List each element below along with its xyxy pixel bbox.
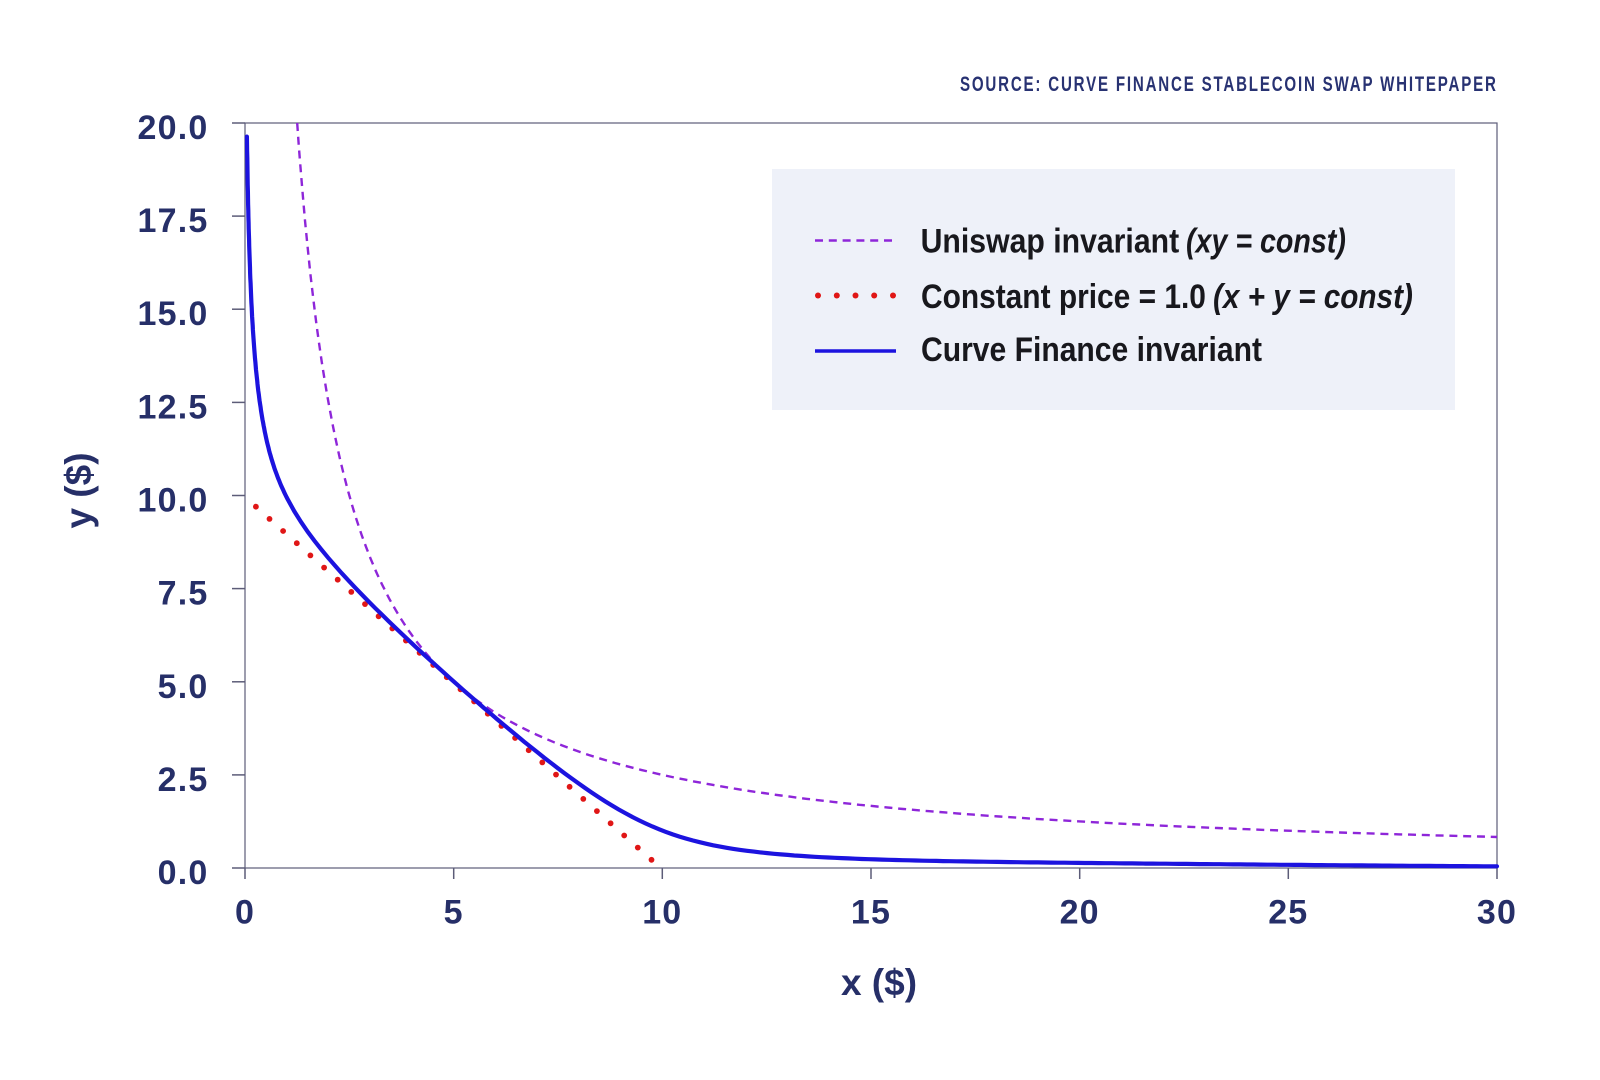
svg-text:(xy = const): (xy = const) [1186, 221, 1346, 260]
svg-text:5: 5 [444, 894, 464, 932]
svg-text:0: 0 [235, 894, 255, 932]
svg-text:0.0: 0.0 [158, 854, 209, 892]
svg-text:y ($): y ($) [58, 452, 99, 528]
svg-text:30: 30 [1477, 894, 1517, 932]
svg-text:5.0: 5.0 [158, 668, 209, 706]
svg-text:10.0: 10.0 [138, 482, 209, 520]
svg-text:25: 25 [1268, 894, 1308, 932]
svg-text:Uniswap invariant: Uniswap invariant [921, 222, 1180, 260]
svg-text:7.5: 7.5 [158, 575, 209, 613]
svg-text:(x + y = const): (x + y = const) [1213, 277, 1413, 316]
svg-text:17.5: 17.5 [138, 202, 209, 240]
svg-text:x ($): x ($) [841, 962, 917, 1003]
svg-text:Constant price = 1.0: Constant price = 1.0 [921, 277, 1206, 315]
svg-text:15: 15 [851, 894, 891, 932]
svg-text:Curve Finance invariant: Curve Finance invariant [921, 330, 1262, 368]
svg-text:10: 10 [642, 894, 682, 932]
svg-text:12.5: 12.5 [138, 388, 209, 426]
svg-text:20: 20 [1060, 894, 1100, 932]
svg-text:2.5: 2.5 [158, 761, 209, 799]
svg-text:20.0: 20.0 [138, 109, 209, 147]
svg-text:SOURCE: CURVE FINANCE STABLECO: SOURCE: CURVE FINANCE STABLECOIN SWAP WH… [960, 71, 1498, 95]
svg-text:15.0: 15.0 [138, 295, 209, 333]
